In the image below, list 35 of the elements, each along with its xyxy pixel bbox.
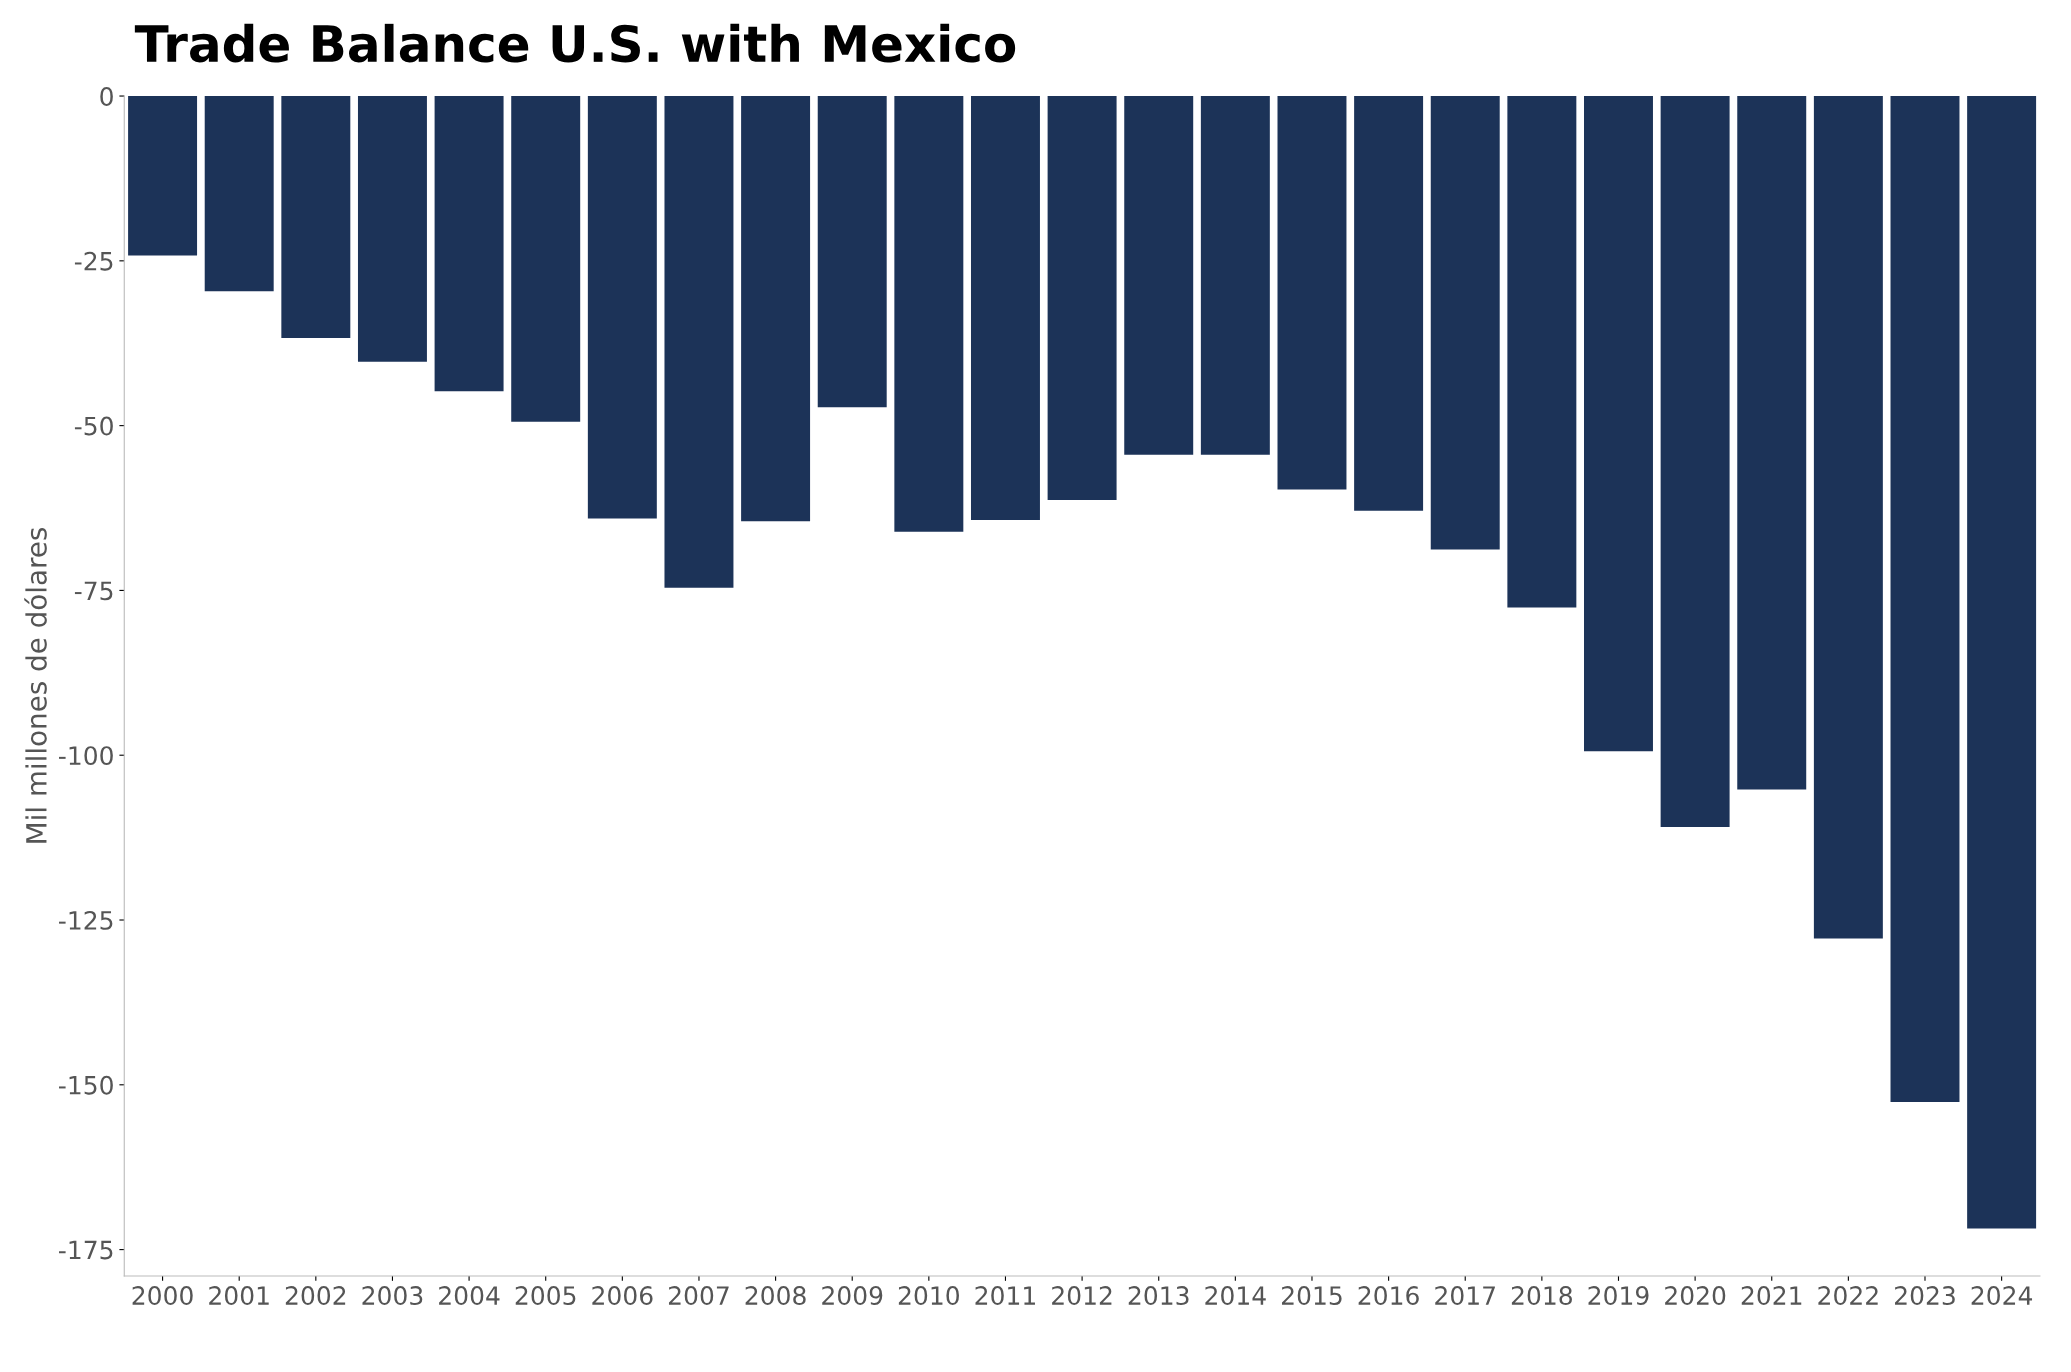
x-tick-label: 2005 [515, 1286, 576, 1306]
x-tick-label: 2016 [1358, 1286, 1419, 1306]
x-tick-label: 2014 [1205, 1286, 1266, 1306]
y-axis-title: Mil millones de dólares [24, 528, 47, 843]
y-tick-label: -75 [74, 581, 113, 601]
x-tick-label: 2023 [1895, 1286, 1955, 1306]
y-tick-label: -25 [74, 251, 113, 271]
y-tick-label: -150 [59, 1075, 113, 1095]
x-tick-label: 2013 [1128, 1286, 1189, 1306]
x-tick-label: 2010 [898, 1286, 959, 1306]
x-tick-label: 2017 [1435, 1286, 1495, 1306]
y-tick-label: -100 [59, 746, 113, 766]
y-tick-label: -175 [59, 1240, 113, 1260]
x-tick-label: 2018 [1511, 1286, 1572, 1306]
x-tick-label: 2006 [592, 1286, 653, 1306]
x-tick-label: 2001 [209, 1286, 269, 1306]
x-tick-label: 2022 [1818, 1286, 1878, 1306]
x-tick-label: 2007 [668, 1286, 729, 1306]
x-tick-label: 2004 [439, 1286, 500, 1306]
x-tick-label: 2009 [822, 1286, 883, 1306]
x-tick-label: 2011 [975, 1286, 1035, 1306]
x-tick-label: 2019 [1588, 1286, 1649, 1306]
x-tick-label: 2003 [362, 1286, 423, 1306]
x-tick-label: 2020 [1665, 1286, 1726, 1306]
y-tick-label: -50 [74, 416, 113, 436]
x-tick-label: 2002 [285, 1286, 346, 1306]
x-tick-label: 2008 [745, 1286, 806, 1306]
x-tick-label: 2024 [1971, 1286, 2033, 1306]
chart-title: Trade Balance U.S. with Mexico [134, 23, 1016, 63]
x-tick-label: 2015 [1282, 1286, 1342, 1306]
x-tick-label: 2000 [132, 1286, 193, 1306]
x-tick-label: 2021 [1741, 1286, 1802, 1306]
y-tick-label: 0 [100, 86, 113, 106]
y-tick-label: -125 [59, 910, 113, 930]
x-tick-label: 2012 [1052, 1286, 1112, 1306]
